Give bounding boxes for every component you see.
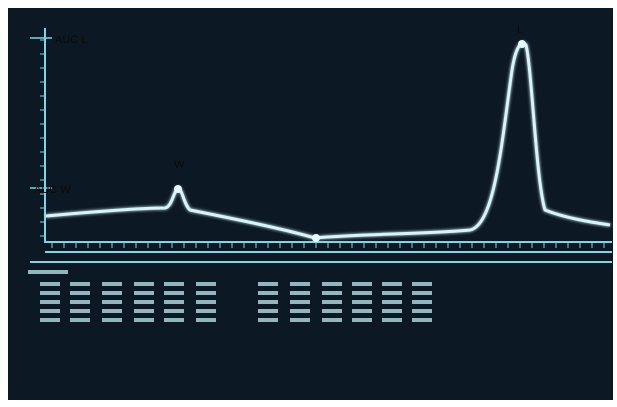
table-cell bbox=[412, 291, 432, 295]
table-cell bbox=[102, 318, 122, 322]
table-cell bbox=[352, 309, 372, 313]
peak-marker-w bbox=[174, 185, 182, 193]
table-cell bbox=[102, 282, 122, 286]
table-cell bbox=[102, 291, 122, 295]
table-cell bbox=[70, 282, 90, 286]
table-cell bbox=[164, 318, 184, 322]
table-cell bbox=[412, 300, 432, 304]
table-cell bbox=[164, 300, 184, 304]
table-cell bbox=[412, 318, 432, 322]
table-cell bbox=[164, 282, 184, 286]
table-cell bbox=[258, 318, 278, 322]
table-cell bbox=[290, 309, 310, 313]
signal-curve bbox=[45, 41, 611, 240]
table-cell bbox=[40, 318, 60, 322]
table-cell bbox=[352, 300, 372, 304]
table-cell bbox=[412, 282, 432, 286]
peak-l-label: L bbox=[517, 24, 523, 36]
table-cell bbox=[382, 300, 402, 304]
auc-w-label: AUC W bbox=[34, 184, 71, 196]
table-cell bbox=[290, 282, 310, 286]
table-cell bbox=[164, 291, 184, 295]
table-cell bbox=[102, 300, 122, 304]
table-cell bbox=[258, 282, 278, 286]
table-cell bbox=[382, 282, 402, 286]
axes bbox=[30, 28, 612, 263]
table-cell bbox=[322, 282, 342, 286]
table-cell bbox=[70, 300, 90, 304]
table-cell bbox=[196, 318, 216, 322]
auc-l-label: AUC L bbox=[55, 34, 87, 46]
peak-marker-l bbox=[518, 40, 526, 48]
table-cell bbox=[352, 318, 372, 322]
table-cell bbox=[290, 300, 310, 304]
table-cell bbox=[382, 318, 402, 322]
table-cell bbox=[258, 300, 278, 304]
table-header bbox=[28, 270, 68, 274]
table-cell bbox=[134, 309, 154, 313]
valley-marker bbox=[312, 234, 320, 242]
table-cell bbox=[70, 318, 90, 322]
monitor-screen bbox=[8, 8, 613, 400]
table-cell bbox=[322, 318, 342, 322]
table-cell bbox=[134, 282, 154, 286]
peak-w-label: W bbox=[174, 159, 185, 171]
table-cell bbox=[102, 309, 122, 313]
table-cell bbox=[164, 309, 184, 313]
table-cell bbox=[40, 291, 60, 295]
table-cell bbox=[258, 291, 278, 295]
table-cell bbox=[352, 291, 372, 295]
table-cell bbox=[40, 300, 60, 304]
table-cell bbox=[322, 291, 342, 295]
table-cell bbox=[290, 318, 310, 322]
table-cell bbox=[382, 291, 402, 295]
table-cell bbox=[70, 309, 90, 313]
table-cell bbox=[322, 309, 342, 313]
table-cell bbox=[70, 291, 90, 295]
table-cell bbox=[134, 318, 154, 322]
table-cell bbox=[196, 300, 216, 304]
table-cell bbox=[134, 300, 154, 304]
results-table bbox=[28, 270, 432, 322]
table-cell bbox=[412, 309, 432, 313]
table-cell bbox=[352, 282, 372, 286]
table-cell bbox=[258, 309, 278, 313]
table-cell bbox=[382, 309, 402, 313]
table-cell bbox=[196, 282, 216, 286]
plot-frame bbox=[44, 28, 612, 243]
table-cell bbox=[40, 309, 60, 313]
table-cell bbox=[196, 291, 216, 295]
table-cell bbox=[196, 309, 216, 313]
table-cell bbox=[322, 300, 342, 304]
table-cell bbox=[290, 291, 310, 295]
table-cell bbox=[134, 291, 154, 295]
axis-ticks bbox=[40, 39, 605, 248]
table-cell bbox=[40, 282, 60, 286]
